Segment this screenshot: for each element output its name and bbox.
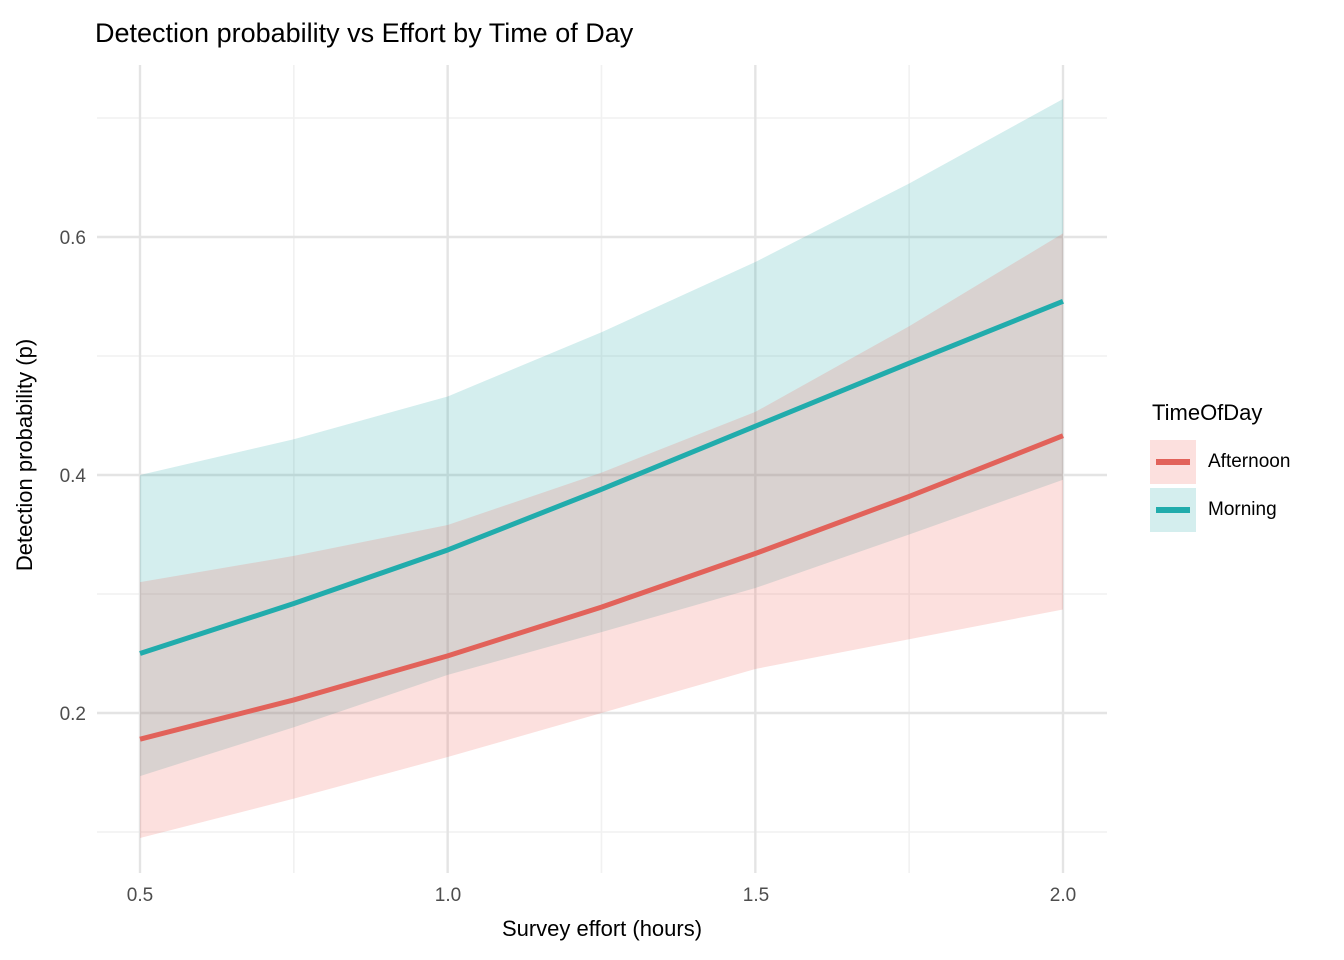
ribbon-morning [140, 98, 1063, 777]
line-morning [139, 298, 1064, 656]
legend-entry-afternoon: Afternoon [1150, 440, 1340, 484]
legend-key-afternoon-icon [1150, 440, 1196, 484]
y-tick-label-0.4: 0.4 [60, 466, 87, 487]
legend-key-line [1156, 507, 1190, 513]
plot-area [97, 65, 1107, 873]
legend-label-morning: Morning [1208, 499, 1277, 520]
x-tick-label-1.0: 1.0 [435, 885, 461, 906]
y-tick-label-0.2: 0.2 [60, 704, 86, 725]
y-axis-title: Detection probability (p) [12, 339, 37, 571]
legend-key-morning-icon [1150, 488, 1196, 532]
x-tick-label-1.5: 1.5 [743, 885, 769, 906]
legend: TimeOfDay Afternoon Morning [1150, 400, 1340, 536]
legend-label-afternoon: Afternoon [1208, 451, 1291, 472]
ribbon-afternoon [140, 233, 1063, 838]
x-axis-title: Survey effort (hours) [502, 916, 702, 941]
y-tick-label-0.6: 0.6 [60, 228, 86, 249]
legend-entry-morning: Morning [1150, 488, 1340, 532]
line-afternoon [139, 433, 1064, 742]
x-tick-label-0.5: 0.5 [127, 885, 153, 906]
chart-title: Detection probability vs Effort by Time … [95, 18, 634, 48]
legend-title: TimeOfDay [1152, 400, 1263, 425]
x-tick-label-2.0: 2.0 [1050, 885, 1076, 906]
legend-key-line [1156, 459, 1190, 465]
